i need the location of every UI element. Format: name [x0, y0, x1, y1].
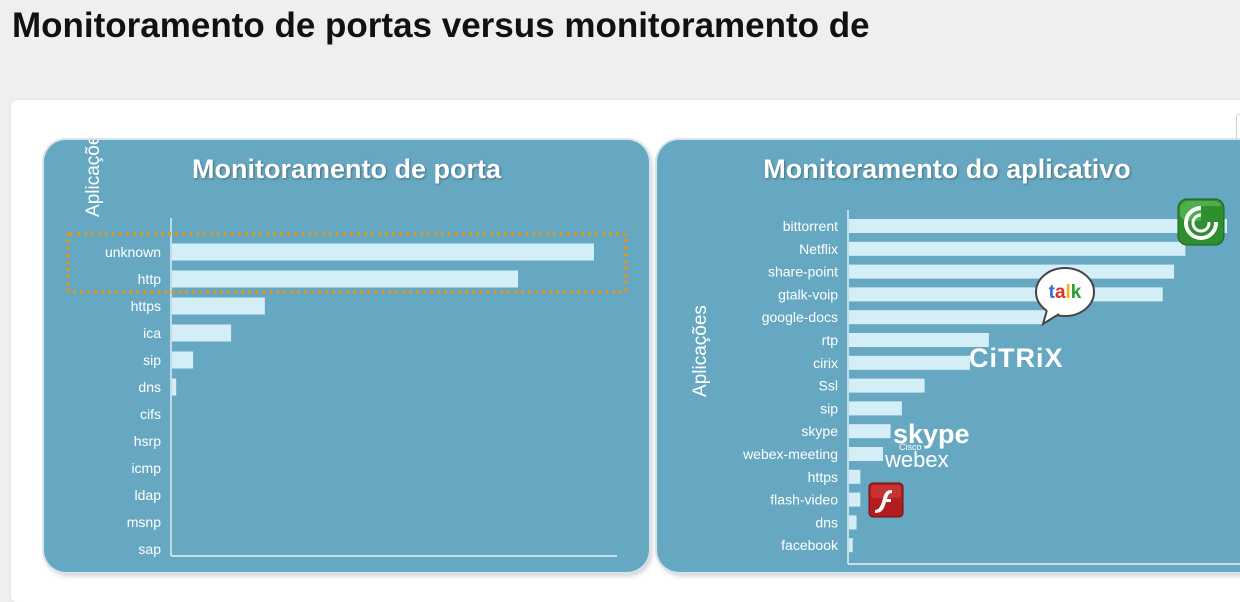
app-chart-title: Monitoramento do aplicativo — [763, 154, 1131, 184]
port-category-label: unknown — [105, 244, 161, 260]
app-chart: bittorrent Netflix share-point gtalk-voip go… — [742, 210, 1240, 565]
app-bar — [849, 219, 1227, 233]
port-bar — [172, 243, 594, 261]
app-category-label: https — [808, 469, 838, 485]
app-category-label: google-docs — [762, 309, 838, 325]
port-category-label: msnp — [127, 514, 161, 530]
app-bar — [849, 310, 1046, 325]
port-bar — [172, 351, 194, 369]
port-bar — [172, 378, 177, 396]
skype-logo: skype — [893, 419, 970, 449]
app-bar — [849, 401, 902, 416]
app-bar — [849, 469, 861, 484]
app-category-label: bittorrent — [783, 218, 838, 234]
webex-logo: webex — [885, 447, 949, 472]
app-category-label: skype — [801, 423, 838, 439]
svg-text:talk: talk — [1049, 282, 1082, 303]
app-bar — [849, 241, 1186, 256]
port-category-label: https — [131, 298, 161, 314]
app-category-label: Netflix — [799, 241, 838, 257]
webex-cisco-label: Cisco — [899, 442, 922, 452]
port-chart-title: Monitoramento de porta — [192, 154, 501, 184]
app-bar — [849, 333, 989, 347]
talk-logo-text: t — [1049, 282, 1056, 303]
app-bar — [849, 378, 925, 393]
port-bar — [172, 270, 519, 288]
port-category-label: ica — [143, 325, 161, 341]
app-bar — [849, 287, 1163, 302]
app-bar — [849, 447, 884, 461]
app-bar — [849, 424, 891, 439]
port-bar — [172, 297, 265, 315]
port-category-label: sip — [143, 352, 161, 368]
app-bar — [849, 264, 1175, 279]
port-category-label: hsrp — [134, 433, 161, 449]
app-category-label: flash-video — [770, 492, 838, 508]
port-monitoring-panel: Monitoramento de porta Aplicações unknow… — [44, 140, 649, 572]
app-category-label: sip — [820, 400, 838, 416]
port-bar — [172, 324, 232, 342]
app-bar — [849, 538, 853, 553]
port-category-label: ldap — [135, 487, 162, 503]
app-category-label: cirix — [813, 355, 838, 371]
port-highlight-box — [66, 232, 628, 294]
app-category-label: facebook — [781, 537, 839, 553]
citrix-logo: CiTRiX — [969, 343, 1064, 373]
app-category-label: webex-meeting — [742, 446, 838, 462]
port-category-label: sap — [138, 541, 161, 557]
app-category-label: gtalk-voip — [778, 286, 838, 302]
app-category-label: rtp — [822, 332, 839, 348]
app-category-label: dns — [815, 514, 838, 530]
port-category-label: dns — [138, 379, 161, 395]
app-bar — [849, 492, 861, 507]
app-category-label: share-point — [768, 264, 838, 280]
app-category-label: Ssl — [819, 378, 838, 394]
app-bar — [849, 515, 857, 530]
port-category-label: icmp — [131, 460, 161, 476]
app-bar — [849, 355, 970, 370]
port-category-label: http — [138, 271, 162, 287]
page-title: Monitoramento de portas versus monitoram… — [12, 6, 870, 45]
port-chart: unknown http https ica sip dns cifs hsrp icmp lda… — [66, 218, 628, 557]
port-category-label: cifs — [140, 406, 161, 422]
application-monitoring-panel: Monitoramento do aplicativo Aplicações b… — [657, 140, 1240, 572]
